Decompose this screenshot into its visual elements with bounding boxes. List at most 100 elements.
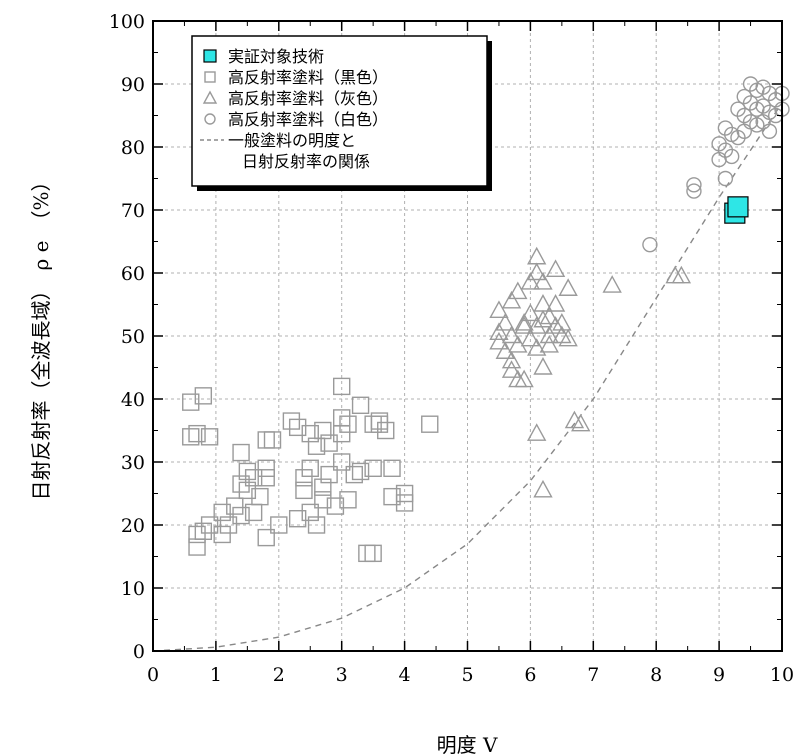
point-gray — [514, 316, 534, 334]
y-tick-label: 50 — [121, 326, 145, 348]
point-gray — [533, 271, 553, 290]
series-gray — [489, 246, 692, 498]
point-gray — [527, 262, 547, 281]
point-black — [358, 544, 376, 563]
x-tick-label: 2 — [273, 664, 285, 686]
point-black — [238, 462, 257, 481]
point-black — [377, 421, 395, 440]
point-gray — [571, 413, 591, 432]
y-tick-label: 0 — [133, 641, 145, 663]
point-black — [307, 516, 326, 534]
point-black — [232, 443, 250, 462]
x-tick-label: 3 — [336, 664, 348, 686]
point-gray — [602, 275, 622, 293]
point-black — [421, 415, 439, 433]
point-black — [314, 491, 332, 509]
x-tick-label: 0 — [147, 664, 159, 686]
point-black — [200, 516, 219, 534]
legend-marker-white — [204, 113, 216, 125]
point-black — [244, 503, 263, 522]
point-black — [263, 431, 282, 449]
point-black — [395, 494, 414, 512]
legend-box — [191, 35, 488, 187]
point-black — [333, 424, 351, 443]
point-black — [270, 516, 288, 534]
series-white — [642, 76, 790, 253]
point-black — [320, 434, 338, 452]
point-black — [295, 469, 313, 487]
point-black — [257, 459, 275, 477]
point-black — [213, 503, 231, 522]
point-gray — [533, 309, 553, 328]
point-black — [288, 510, 307, 528]
legend-label-gray: 高反射率塗料（灰色） — [228, 89, 388, 108]
point-black — [383, 487, 401, 506]
y-tick-label: 40 — [121, 389, 145, 411]
series-black — [182, 377, 439, 563]
point-black — [219, 516, 238, 534]
point-gray — [665, 265, 685, 284]
y-axis-title: 日射反射率（全波長域） ρ e （%） — [29, 172, 53, 501]
legend-label-curve-2: 日射反射率の関係 — [242, 152, 370, 171]
x-tick-label: 9 — [713, 664, 725, 686]
legend-swatch-target — [203, 49, 217, 63]
point-gray — [545, 259, 566, 278]
point-gray — [539, 306, 559, 325]
point-gray — [558, 278, 578, 296]
point-black — [200, 428, 219, 446]
legend-swatch-gray — [202, 90, 218, 104]
point-black — [339, 415, 357, 433]
point-black — [232, 506, 250, 525]
point-gray — [520, 271, 541, 290]
point-gray — [671, 265, 692, 284]
point-gray — [501, 325, 522, 344]
point-gray — [520, 328, 541, 347]
point-black — [257, 528, 275, 547]
point-black — [251, 487, 269, 506]
x-axis-title: 明度 V — [437, 733, 498, 756]
point-black — [188, 525, 206, 544]
point-black — [314, 478, 332, 496]
point-gray — [508, 281, 528, 300]
point-black — [351, 396, 370, 414]
legend-marker-black — [204, 71, 216, 83]
point-black — [244, 469, 263, 487]
y-tick-label: 60 — [121, 263, 145, 285]
point-black — [395, 484, 414, 503]
point-black — [194, 522, 213, 540]
point-gray — [520, 303, 541, 322]
legend-marker-gray — [202, 90, 218, 104]
point-gray — [539, 334, 559, 353]
x-tick-label: 1 — [210, 664, 222, 686]
point-black — [345, 465, 363, 484]
point-black — [383, 459, 401, 477]
point-white — [642, 236, 658, 253]
x-tick-label: 10 — [770, 664, 794, 686]
point-white — [686, 183, 702, 199]
legend-swatch-white — [204, 113, 216, 125]
point-white — [723, 148, 740, 165]
point-black — [182, 428, 200, 446]
point-black — [307, 437, 326, 455]
point-black — [326, 497, 345, 515]
point-black — [257, 469, 275, 487]
point-gray — [501, 290, 522, 309]
point-black — [288, 418, 307, 437]
point-gray — [539, 325, 559, 344]
point-black — [320, 465, 338, 484]
legend-marker-target — [203, 49, 217, 63]
x-tick-label: 5 — [461, 664, 473, 686]
point-black — [364, 544, 382, 563]
point-gray — [533, 479, 553, 498]
point-gray — [495, 312, 515, 331]
point-gray — [533, 357, 553, 375]
point-gray — [527, 338, 547, 356]
point-black — [364, 415, 382, 433]
point-black — [194, 387, 213, 405]
point-black — [333, 453, 351, 471]
point-black — [314, 421, 332, 440]
point-black — [333, 377, 351, 396]
axis-ticks — [152, 20, 783, 652]
